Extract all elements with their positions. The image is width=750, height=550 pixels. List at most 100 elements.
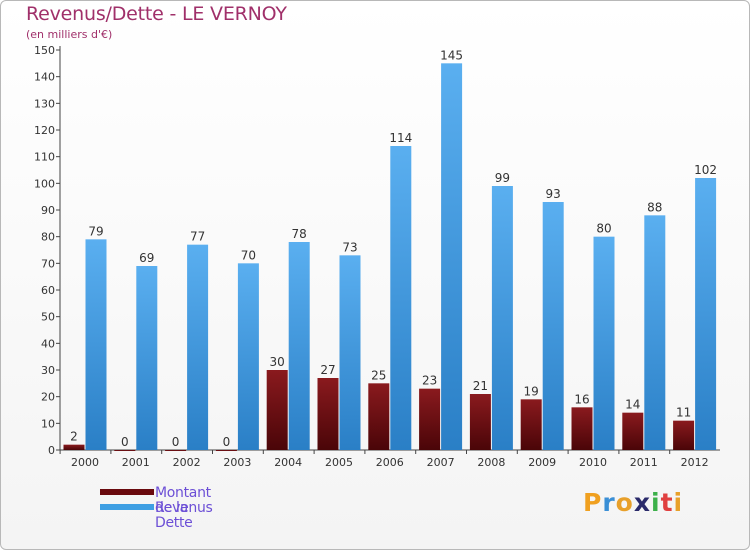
y-tick-label: 40 (41, 337, 55, 350)
y-tick-label: 30 (41, 364, 55, 377)
chart-title: Revenus/Dette - LE VERNOY (26, 3, 287, 25)
logo-letter: o (615, 488, 634, 517)
data-label-dette: 21 (473, 379, 488, 393)
logo-letter: r (602, 488, 616, 517)
data-label-revenus: 93 (546, 187, 561, 201)
data-label-dette: 11 (676, 406, 691, 420)
logo-letter: i (673, 488, 684, 517)
data-label-revenus: 73 (342, 240, 357, 254)
y-tick-label: 80 (41, 231, 55, 244)
y-tick-label: 150 (34, 44, 55, 57)
logo-letter: i (651, 488, 661, 517)
y-tick-label: 110 (34, 151, 55, 164)
bar-revenus (390, 146, 412, 450)
bar-revenus (288, 242, 310, 450)
x-tick-label: 2012 (681, 456, 709, 469)
x-tick-label: 2008 (477, 456, 505, 469)
data-label-dette: 19 (524, 384, 539, 398)
data-label-dette: 0 (121, 435, 129, 449)
x-tick-label: 2002 (173, 456, 201, 469)
data-label-dette: 0 (172, 435, 180, 449)
data-label-revenus: 102 (694, 163, 717, 177)
logo-letter: P (583, 488, 603, 517)
x-tick-label: 2011 (630, 456, 658, 469)
bar-revenus (136, 266, 158, 450)
x-tick-label: 2010 (579, 456, 607, 469)
y-tick-label: 20 (41, 391, 55, 404)
bar-revenus (237, 263, 259, 450)
y-tick-label: 120 (34, 124, 55, 137)
bar-revenus (542, 202, 564, 450)
y-tick-label: 10 (41, 417, 55, 430)
x-tick-label: 2001 (122, 456, 150, 469)
bar-dette (165, 450, 187, 451)
chart-subtitle: (en milliers d'€) (26, 28, 113, 41)
data-label-dette: 27 (320, 363, 335, 377)
proxiti-logo: Proxiti (583, 488, 683, 517)
logo-letter: x (633, 488, 651, 517)
bar-dette (673, 420, 695, 450)
bar-dette (215, 450, 237, 451)
y-tick-label: 70 (41, 257, 55, 270)
x-tick-label: 2006 (376, 456, 404, 469)
data-label-dette: 25 (371, 368, 386, 382)
x-tick-label: 2003 (223, 456, 251, 469)
legend-swatch-dette (100, 489, 154, 495)
bar-dette (571, 407, 593, 450)
data-label-dette: 14 (625, 398, 640, 412)
bar-dette (317, 378, 339, 450)
axes: 0102030405060708090100110120130140150200… (34, 44, 720, 469)
data-label-revenus: 114 (389, 131, 412, 145)
data-label-revenus: 78 (292, 227, 307, 241)
data-label-revenus: 69 (139, 251, 154, 265)
data-label-dette: 2 (70, 430, 78, 444)
bar-dette (114, 450, 136, 451)
data-label-dette: 23 (422, 374, 437, 388)
x-tick-label: 2009 (528, 456, 556, 469)
bar-dette (63, 444, 85, 450)
bar-revenus (593, 236, 615, 450)
data-label-dette: 16 (574, 392, 589, 406)
y-tick-label: 50 (41, 311, 55, 324)
data-label-revenus: 70 (241, 248, 256, 262)
bar-dette (419, 388, 441, 450)
x-tick-label: 2000 (71, 456, 99, 469)
bar-dette (622, 412, 644, 450)
legend-label-revenus: Revenus (155, 500, 213, 516)
x-tick-label: 2005 (325, 456, 353, 469)
data-label-revenus: 88 (647, 200, 662, 214)
legend-swatch-revenus (100, 504, 154, 510)
data-label-revenus: 145 (440, 48, 463, 62)
bar-revenus (441, 63, 463, 450)
bar-revenus (491, 186, 513, 450)
bar-revenus (187, 244, 209, 450)
data-label-dette: 0 (223, 435, 231, 449)
legend-label-dette: Montant de la Dette (155, 485, 211, 531)
bar-dette (266, 370, 288, 450)
bar-revenus (85, 239, 107, 450)
data-labels: 2 79 0 69 0 77 0 70 30 78 27 73 25 114 23 145 21 99 19 93 16… (70, 48, 717, 449)
y-tick-label: 130 (34, 97, 55, 110)
bar-dette (368, 383, 390, 450)
y-tick-label: 60 (41, 284, 55, 297)
bar-revenus (644, 215, 666, 450)
data-label-revenus: 79 (88, 224, 103, 238)
y-tick-label: 0 (48, 444, 55, 457)
logo-letter: t (660, 488, 674, 517)
data-label-revenus: 99 (495, 171, 510, 185)
bar-revenus (339, 255, 361, 450)
x-tick-label: 2004 (274, 456, 302, 469)
y-tick-label: 90 (41, 204, 55, 217)
y-tick-label: 140 (34, 71, 55, 84)
bars (63, 63, 717, 451)
data-label-revenus: 80 (596, 222, 611, 236)
x-tick-label: 2007 (427, 456, 455, 469)
data-label-revenus: 77 (190, 230, 205, 244)
bar-dette (520, 399, 542, 450)
y-tick-label: 100 (34, 177, 55, 190)
bar-dette (469, 394, 491, 450)
bar-revenus (695, 178, 717, 450)
data-label-dette: 30 (270, 355, 285, 369)
